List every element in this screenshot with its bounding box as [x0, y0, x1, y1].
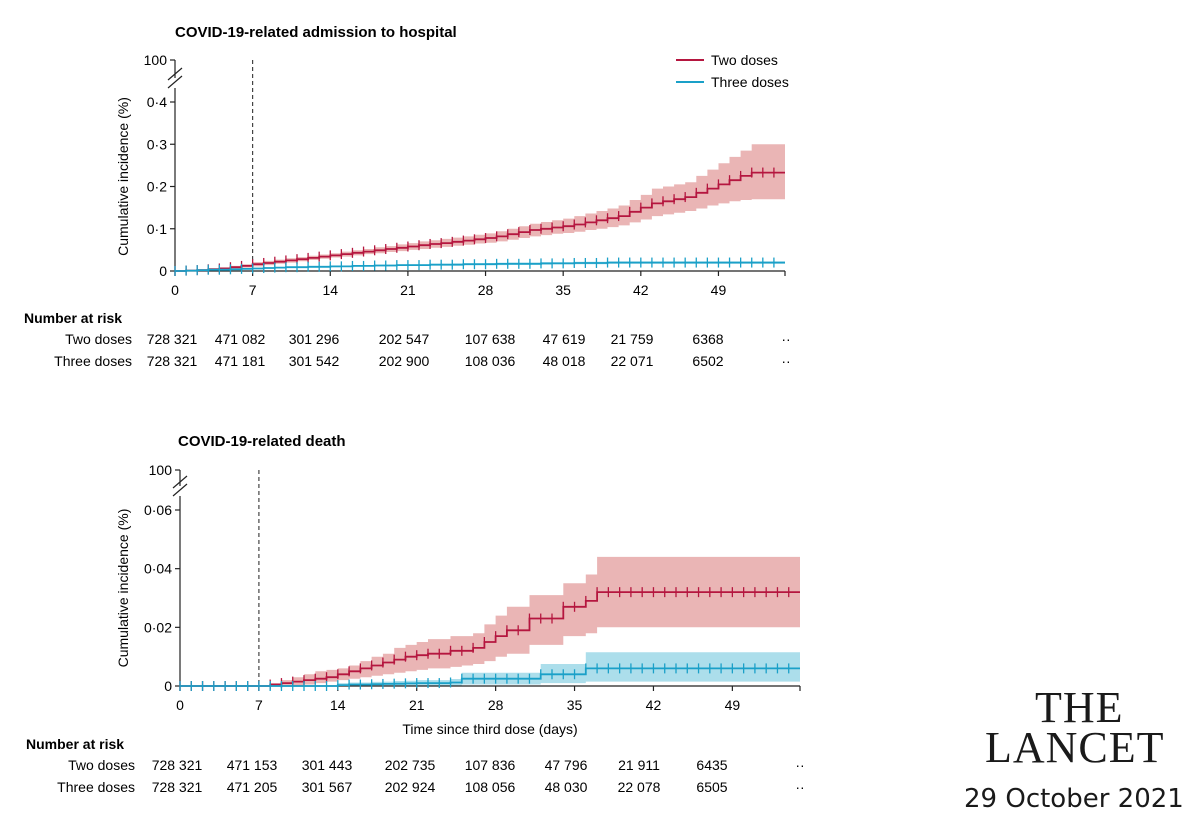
- ci-band-three-doses: [180, 652, 800, 686]
- y-tick-label: 0·02: [144, 619, 172, 635]
- number-at-risk-header: Number at risk: [26, 736, 124, 752]
- y-tick-label: 0·3: [147, 136, 167, 152]
- risk-cell: 202 924: [385, 779, 436, 795]
- axis-break-mark: [172, 475, 188, 489]
- risk-cell: 728 321: [147, 353, 198, 369]
- risk-cell: 6368: [692, 331, 723, 347]
- chart-hospital-admission: COVID-19-related admission to hospital 10…: [24, 24, 791, 369]
- risk-row-label: Two doses: [65, 331, 132, 347]
- risk-cell: 108 056: [465, 779, 516, 795]
- y-tick-label: 0·4: [147, 94, 167, 110]
- risk-cell: 202 735: [385, 757, 436, 773]
- risk-cell: 107 638: [465, 331, 516, 347]
- chart-title: COVID-19-related admission to hospital: [175, 24, 457, 41]
- y-tick-label-break: 100: [149, 462, 173, 478]
- risk-cell: 471 153: [227, 757, 278, 773]
- x-tick-label: 42: [633, 282, 649, 298]
- x-tick-label: 14: [322, 282, 338, 298]
- legend-label: Three doses: [711, 74, 789, 90]
- x-tick-label: 7: [249, 282, 257, 298]
- y-axis-label: Cumulative incidence (%): [115, 97, 131, 256]
- risk-cell: 107 836: [465, 757, 516, 773]
- y-tick-label: 0: [159, 263, 167, 279]
- risk-cell: ··: [795, 757, 804, 773]
- y-tick-label: 0·06: [144, 502, 172, 518]
- chart-title: COVID-19-related death: [178, 433, 346, 450]
- x-tick-label: 14: [330, 697, 346, 713]
- y-axis-label: Cumulative incidence (%): [115, 509, 131, 668]
- risk-cell: 48 030: [545, 779, 588, 795]
- risk-cell: 471 181: [215, 353, 266, 369]
- risk-cell: 6435: [696, 757, 727, 773]
- risk-cell: 47 796: [545, 757, 588, 773]
- risk-cell: 47 619: [543, 331, 586, 347]
- risk-cell: 301 542: [289, 353, 340, 369]
- risk-cell: ··: [795, 779, 804, 795]
- x-tick-label: 49: [711, 282, 727, 298]
- risk-cell: 21 911: [618, 757, 660, 773]
- number-at-risk-header: Number at risk: [24, 310, 122, 326]
- x-tick-label: 35: [567, 697, 583, 713]
- x-tick-label: 0: [171, 282, 179, 298]
- ci-band-two-doses: [180, 556, 800, 686]
- ci-band-two-doses: [175, 144, 785, 271]
- lancet-logo-line1: THE: [1035, 683, 1124, 732]
- risk-cell: 471 205: [227, 779, 278, 795]
- risk-cell: 301 443: [302, 757, 353, 773]
- axis-break-mark: [172, 483, 188, 497]
- risk-row-label: Two doses: [68, 757, 135, 773]
- lancet-logo: THE LANCET: [985, 683, 1185, 772]
- risk-cell: 48 018: [543, 353, 586, 369]
- risk-cell: 202 547: [379, 331, 430, 347]
- risk-cell: 6502: [692, 353, 723, 369]
- risk-cell: 728 321: [152, 779, 203, 795]
- risk-row-label: Three doses: [54, 353, 132, 369]
- risk-cell: ··: [781, 353, 790, 369]
- x-tick-label: 35: [555, 282, 571, 298]
- y-tick-label: 0·04: [144, 561, 172, 577]
- axis-break-mark: [167, 75, 183, 89]
- x-tick-label: 7: [255, 697, 263, 713]
- x-tick-label: 49: [725, 697, 741, 713]
- axis-break-mark: [167, 67, 183, 81]
- lancet-logo-line2: LANCET: [985, 723, 1165, 772]
- risk-cell: 301 296: [289, 331, 340, 347]
- risk-cell: 471 082: [215, 331, 266, 347]
- risk-cell: 301 567: [302, 779, 353, 795]
- legend-label: Two doses: [711, 52, 778, 68]
- risk-cell: 202 900: [379, 353, 430, 369]
- risk-cell: 21 759: [611, 331, 654, 347]
- y-tick-label: 0·2: [147, 179, 167, 195]
- y-tick-label: 0: [164, 678, 172, 694]
- risk-cell: 728 321: [152, 757, 203, 773]
- risk-cell: 728 321: [147, 331, 198, 347]
- risk-cell: ··: [781, 331, 790, 347]
- x-tick-label: 0: [176, 697, 184, 713]
- x-tick-label: 21: [400, 282, 416, 298]
- ci-band-three-doses: [175, 261, 785, 271]
- risk-cell: 108 036: [465, 353, 516, 369]
- chart-death: COVID-19-related death 100 0 0·02 0·04 0·06 0 7…: [26, 433, 805, 795]
- y-tick-label-break: 100: [144, 52, 168, 68]
- y-tick-label: 0·1: [147, 221, 167, 237]
- x-axis-label: Time since third dose (days): [402, 721, 577, 737]
- x-tick-label: 42: [646, 697, 662, 713]
- risk-cell: 6505: [696, 779, 727, 795]
- x-tick-label: 28: [478, 282, 494, 298]
- risk-row-label: Three doses: [57, 779, 135, 795]
- publication-date: 29 October 2021: [964, 784, 1184, 814]
- risk-cell: 22 078: [618, 779, 661, 795]
- x-tick-label: 28: [488, 697, 504, 713]
- x-tick-label: 21: [409, 697, 425, 713]
- risk-cell: 22 071: [611, 353, 654, 369]
